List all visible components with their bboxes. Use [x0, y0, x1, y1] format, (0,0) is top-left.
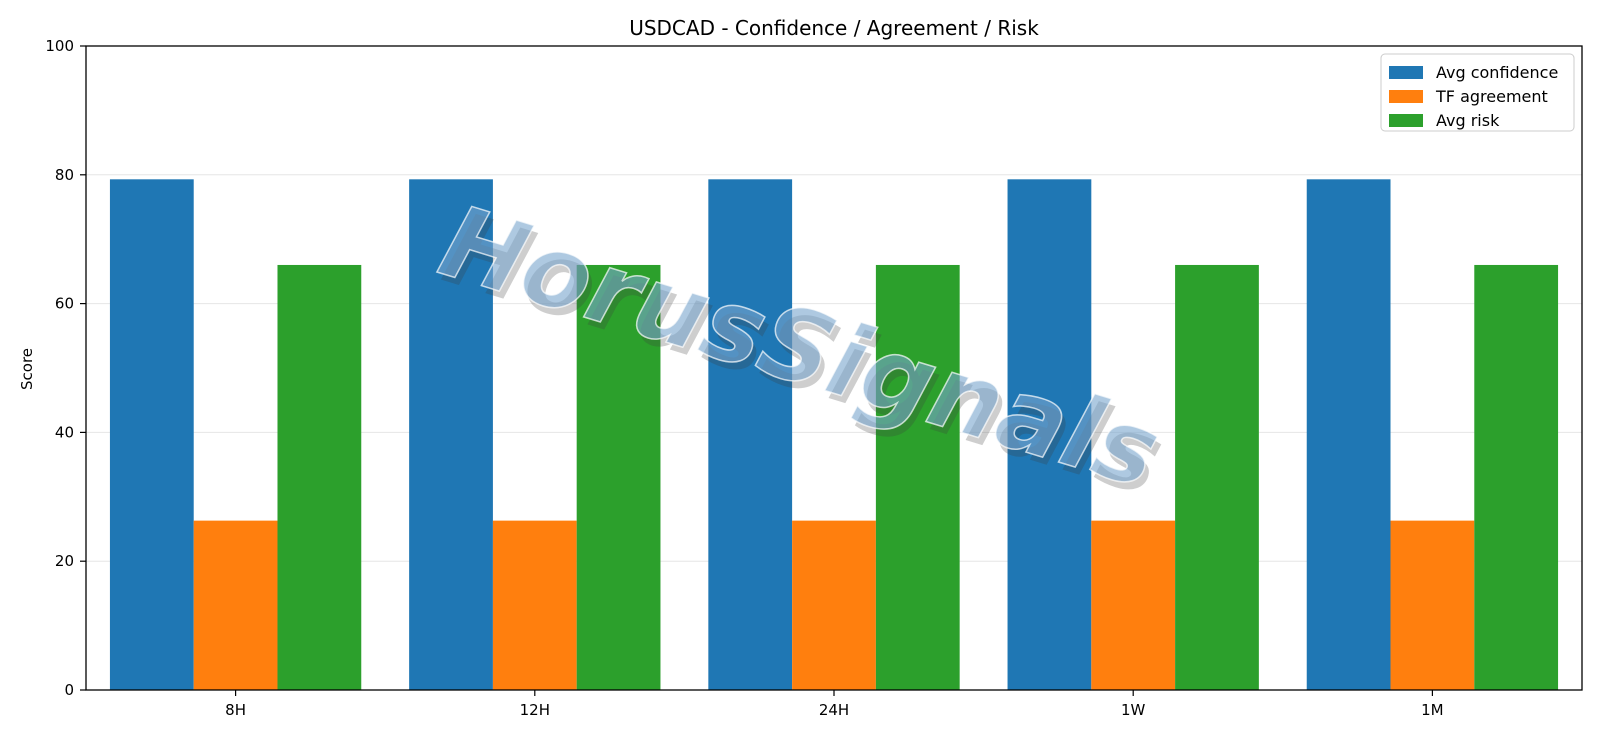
bar-avg-risk-24h [875, 264, 960, 690]
bar-avg-risk-1m [1474, 264, 1559, 690]
legend-swatch [1389, 66, 1423, 79]
y-tick-label: 80 [55, 166, 74, 184]
y-tick-label: 100 [45, 37, 74, 55]
bar-avg-risk-1w [1175, 264, 1259, 690]
y-axis-ticks: 0 20 40 60 80 100 [45, 37, 86, 699]
bar-avg-confidence-1m [1306, 179, 1391, 691]
bar-avg-confidence-24h [708, 179, 793, 691]
bar-tf-agreement-12h [492, 520, 577, 690]
x-tick-label: 1W [1121, 701, 1146, 719]
bar-avg-risk-12h [576, 264, 661, 690]
bar-avg-risk-8h [277, 264, 362, 690]
y-tick-label: 60 [55, 295, 74, 313]
legend-label: TF agreement [1435, 87, 1548, 106]
legend: Avg confidence TF agreement Avg risk [1380, 53, 1575, 132]
legend-label: Avg risk [1436, 111, 1500, 130]
y-tick-label: 0 [64, 681, 74, 699]
x-tick-label: 8H [225, 701, 246, 719]
legend-label: Avg confidence [1436, 63, 1558, 82]
x-axis-ticks: 8H 12H 24H 1W 1M [225, 690, 1444, 719]
x-tick-label: 24H [819, 701, 849, 719]
x-tick-label: 12H [520, 701, 550, 719]
y-tick-label: 20 [55, 552, 74, 570]
x-tick-label: 1M [1421, 701, 1444, 719]
chart-title: USDCAD - Confidence / Agreement / Risk [629, 16, 1039, 40]
bars [109, 179, 1559, 691]
y-axis-label: Score [18, 348, 36, 390]
legend-swatch [1389, 114, 1423, 127]
bar-avg-confidence-12h [409, 179, 493, 691]
legend-box [1380, 53, 1575, 132]
y-tick-label: 40 [55, 423, 74, 441]
bar-avg-confidence-8h [109, 179, 194, 691]
bar-tf-agreement-8h [193, 520, 278, 690]
bar-tf-agreement-1w [1091, 520, 1176, 690]
bar-tf-agreement-1m [1390, 520, 1475, 690]
bar-avg-confidence-1w [1007, 179, 1092, 691]
legend-swatch [1389, 90, 1423, 103]
bar-tf-agreement-24h [792, 520, 876, 690]
